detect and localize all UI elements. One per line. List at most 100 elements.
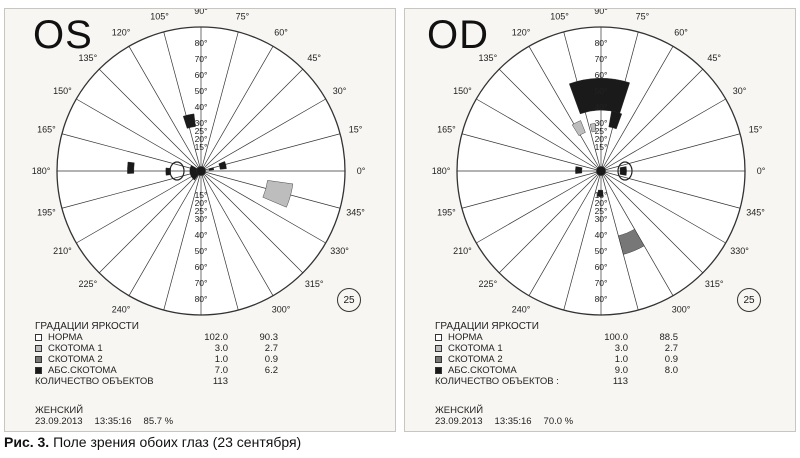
grid-spoke [461, 133, 602, 172]
stats-value-2: 2.7 [664, 343, 678, 354]
legend-swatch-norm [435, 334, 442, 341]
caption-text: Поле зрения обоих глаз (23 сентября) [53, 434, 302, 450]
grid-spoke [98, 170, 202, 274]
footer-od: ЖЕНСКИЙ 23.09.2013 13:35:16 70.0 % [435, 405, 585, 427]
angle-label: 330° [330, 246, 349, 256]
stats-value-1: 100.0 [604, 332, 628, 343]
grid-spoke [600, 170, 704, 274]
grid-spoke [163, 31, 202, 172]
radius-label-bottom: 50° [595, 246, 608, 256]
grid-spoke [600, 46, 674, 172]
defects [569, 78, 645, 255]
grid-spoke [128, 170, 202, 296]
angle-label: 165° [37, 125, 56, 135]
angle-label: 105° [550, 11, 569, 21]
angle-label: 30° [733, 86, 747, 96]
radius-label-top: 25° [595, 126, 608, 136]
radius-labels: 80°70°60°50°40°30°25°20°15°15°20°25°30°4… [195, 38, 208, 304]
stats-label: СКОТОМА 2 [48, 354, 103, 365]
radius-label-top: 60° [195, 70, 208, 80]
angle-label: 0° [357, 166, 366, 176]
stats-value-1: 9.0 [614, 365, 628, 376]
grid-spoke [98, 68, 202, 172]
grid-spoke [200, 170, 239, 311]
grid-spoke [476, 98, 602, 172]
angle-label: 150° [453, 86, 472, 96]
footer-time-od: 13:35:16 [494, 416, 532, 427]
angle-label: 180° [32, 166, 51, 176]
angle-label: 225° [79, 279, 98, 289]
angle-label: 30° [333, 86, 347, 96]
stats-value-2: 90.3 [259, 332, 279, 343]
stats-row-scotoma2: СКОТОМА 2 1.0 0.9 [435, 354, 775, 365]
figure-caption: Рис. 3. Поле зрения обоих глаз (23 сентя… [4, 434, 301, 450]
angle-label: 120° [112, 27, 131, 37]
stats-rows-os: НОРМА 102.0 90.3 СКОТОМА 1 3.0 2.7 СКОТОМА 2 1.… [35, 332, 375, 387]
grid-spoke [600, 98, 726, 172]
angle-label: 210° [53, 246, 72, 256]
angle-label: 135° [479, 53, 498, 63]
grid-spoke [461, 170, 602, 209]
radius-label-top: 30° [195, 118, 208, 128]
angle-label: 60° [274, 27, 288, 37]
grid-spoke [528, 170, 602, 296]
radius-label-top: 40° [195, 102, 208, 112]
angle-label: 0° [757, 166, 766, 176]
radius-label-top: 40° [595, 102, 608, 112]
radius-labels: 80°70°60°50°40°30°25°20°15°15°20°25°30°4… [595, 38, 608, 304]
angle-label: 45° [307, 53, 321, 63]
angle-label: 345° [346, 207, 365, 217]
radius-label-bottom: 15° [195, 190, 208, 200]
defect-absolute [608, 110, 623, 130]
legend-swatch-scotoma1 [35, 345, 42, 352]
defect-scotoma1 [589, 123, 597, 133]
stats-row-scotoma1: СКОТОМА 1 3.0 2.7 [35, 343, 375, 354]
stats-row-norm: НОРМА 100.0 88.5 [435, 332, 775, 343]
angle-label: 300° [672, 305, 691, 315]
blind-spot [617, 161, 633, 181]
stats-label: СКОТОМА 1 [448, 343, 503, 354]
radius-label-top: 20° [195, 134, 208, 144]
radius-label-bottom: 60° [595, 262, 608, 272]
angle-label: 165° [437, 125, 456, 135]
angle-label: 150° [53, 86, 72, 96]
stats-value-1: 102.0 [204, 332, 228, 343]
angle-label: 240° [112, 305, 131, 315]
radius-label-bottom: 30° [195, 214, 208, 224]
stats-label: НОРМА [48, 332, 83, 343]
grid-spoke [61, 170, 202, 209]
defect-absolute [597, 189, 604, 197]
radius-label-bottom: 70° [195, 278, 208, 288]
stats-rows-od: НОРМА 100.0 88.5 СКОТОМА 1 3.0 2.7 СКОТОМА 2 1.… [435, 332, 775, 387]
stats-od: ГРАДАЦИИ ЯРКОСТИ НОРМА 100.0 88.5 СКОТОМА 1… [435, 321, 775, 387]
radius-label-bottom: 15° [595, 190, 608, 200]
os-panel: OS 0° 15° 30° 45° 60° 75° 90° 105° 120° 135° 150° 1… [4, 8, 396, 432]
radius-label-bottom: 40° [195, 230, 208, 240]
radius-label-top: 80° [595, 38, 608, 48]
grid-spoke [200, 170, 304, 274]
stats-value-1: 7.0 [214, 365, 228, 376]
badge-os: 25 [337, 288, 361, 312]
angle-label: 45° [707, 53, 721, 63]
defect-absolute [189, 165, 199, 181]
grid-spoke [498, 68, 602, 172]
defect-absolute [596, 166, 606, 176]
defect-absolute [196, 166, 206, 176]
count-label: КОЛИЧЕСТВО ОБЪЕКТОВ : [435, 376, 559, 387]
caption-label: Рис. 3. [4, 434, 50, 450]
stats-label: СКОТОМА 1 [48, 343, 103, 354]
stats-os: ГРАДАЦИИ ЯРКОСТИ НОРМА 102.0 90.3 СКОТОМА 1… [35, 321, 375, 387]
stats-label: АБС.СКОТОМА [448, 365, 517, 376]
blind-spot [169, 161, 185, 181]
radius-label-bottom: 20° [595, 198, 608, 208]
badge-od: 25 [737, 288, 761, 312]
radius-label-top: 30° [595, 118, 608, 128]
angle-label: 90° [194, 9, 208, 16]
stats-heading-os: ГРАДАЦИИ ЯРКОСТИ [35, 321, 139, 332]
angle-label: 135° [79, 53, 98, 63]
footer-percent-os: 85.7 % [143, 416, 174, 427]
defect-scotoma2 [618, 228, 645, 255]
angle-label: 90° [594, 9, 608, 16]
angle-label: 120° [512, 27, 531, 37]
grid-spoke [528, 46, 602, 172]
